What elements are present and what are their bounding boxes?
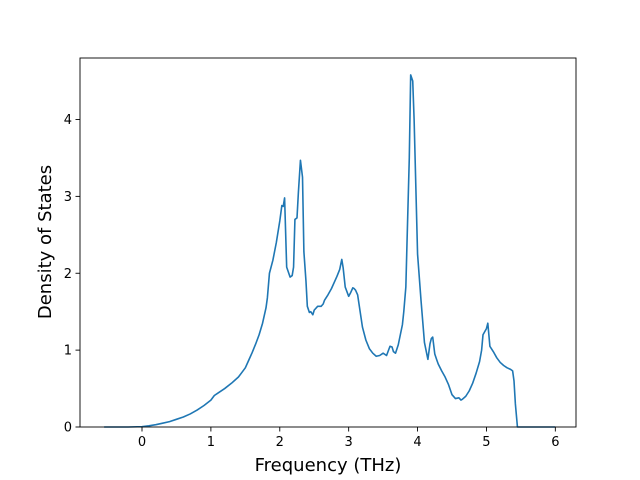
y-tick-label: 1 (64, 344, 72, 359)
y-tick-label: 0 (64, 421, 72, 436)
x-tick-label: 5 (482, 435, 490, 450)
x-tick-label: 1 (207, 435, 215, 450)
plot-area (79, 57, 577, 428)
x-axis-ticks: 0 1 2 3 4 5 6 (138, 427, 559, 450)
y-tick-label: 3 (64, 190, 72, 205)
y-tick-label: 4 (64, 113, 72, 128)
y-tick-label: 2 (64, 267, 72, 282)
x-tick-label: 3 (345, 435, 353, 450)
series-line-0 (104, 74, 556, 428)
y-axis-label: Density of States (35, 165, 56, 319)
y-axis-ticks: 0 1 2 3 4 (64, 113, 80, 436)
x-tick-label: 0 (138, 435, 146, 450)
axes-frame (79, 57, 577, 428)
x-tick-label: 2 (276, 435, 284, 450)
x-tick-label: 4 (413, 435, 421, 450)
x-axis-label: Frequency (THz) (255, 455, 402, 476)
x-tick-label: 6 (551, 435, 559, 450)
